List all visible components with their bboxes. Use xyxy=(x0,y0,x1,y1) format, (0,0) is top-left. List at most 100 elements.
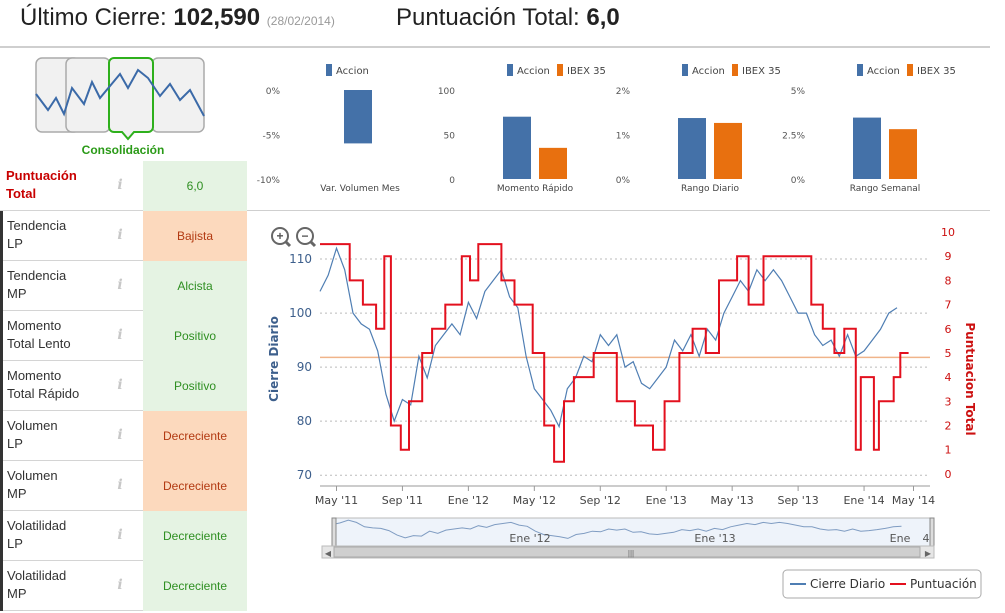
indicator-label-line2: MP xyxy=(7,286,27,301)
y-tick-label: 90 xyxy=(297,360,312,374)
zoom-in-glyph: + xyxy=(276,229,283,243)
mini-legend: Accion IBEX 35 xyxy=(857,64,956,77)
legend-swatch xyxy=(907,64,913,76)
indicator-label: Tendencia LP xyxy=(0,211,143,261)
info-icon[interactable]: i xyxy=(117,577,123,593)
pattern-thumb-selected[interactable] xyxy=(108,57,154,141)
chart-legend[interactable]: Cierre Diario Puntuación xyxy=(782,569,982,599)
header: Último Cierre: 102,590 (28/02/2014) Punt… xyxy=(0,0,990,48)
info-icon[interactable]: i xyxy=(117,477,123,493)
navigator-label: 4 xyxy=(923,532,930,545)
y-tick-label: 100 xyxy=(289,306,312,320)
price-score-chart[interactable]: + − 70 80 90 100 110 0 1 2 3 4 5 6 7 8 9 10 Cierre Diario P… xyxy=(250,212,990,612)
legend-box xyxy=(782,569,982,599)
legend-label-puntuacion: Puntuación xyxy=(910,577,977,591)
legend-swatch xyxy=(732,64,738,76)
indicator-label-line1: Puntuación xyxy=(6,168,77,183)
navigator-left-handle xyxy=(331,517,337,547)
indicator-label: Volatilidad MP xyxy=(0,561,143,611)
legend-swatch xyxy=(326,64,332,76)
y-tick-label: 2% xyxy=(616,87,631,97)
indicator-row: Puntuación Total i 6,0 xyxy=(0,161,247,211)
indicator-row: Momento Total Lento i Positivo xyxy=(0,311,247,361)
y-tick-label: -5% xyxy=(262,132,280,142)
scrollbar-grip: ||| xyxy=(628,549,634,558)
mini-chart-title: Var. Volumen Mes xyxy=(320,184,400,194)
indicator-label-line2: Total Lento xyxy=(7,336,71,351)
y-tick-label: 0 xyxy=(449,176,455,186)
y-tick-label: 0% xyxy=(266,87,281,97)
indicator-label-line1: Momento xyxy=(7,318,62,333)
mini-legend: Accion xyxy=(326,64,369,77)
zoom-out-button[interactable]: − xyxy=(296,227,317,248)
indicator-label: Puntuación Total xyxy=(0,161,143,211)
series-puntuacion xyxy=(320,243,909,463)
mini-chart-title: Rango Diario xyxy=(681,184,740,194)
indicator-label-line1: Volumen xyxy=(7,468,58,483)
indicator-value: 6,0 xyxy=(143,161,247,211)
indicator-row: Volumen LP i Decreciente xyxy=(0,411,247,461)
total-score-label: Puntuación Total: xyxy=(396,4,580,31)
mini-chart: Accion IBEX 35 100 50 0 Momento Rápido xyxy=(438,64,606,194)
info-icon[interactable]: i xyxy=(117,327,123,343)
zoom-in-handle xyxy=(284,240,292,248)
indicator-row: Tendencia MP i Alcista xyxy=(0,261,247,311)
mini-legend: Accion IBEX 35 xyxy=(507,64,606,77)
indicator-label: Volumen MP xyxy=(0,461,143,511)
info-icon[interactable]: i xyxy=(117,377,123,393)
y2-tick-label: 4 xyxy=(945,371,952,384)
bar xyxy=(344,90,372,144)
indicator-value: Decreciente xyxy=(143,461,247,511)
indicator-value: Decreciente xyxy=(143,561,247,611)
info-icon[interactable]: i xyxy=(117,277,123,293)
pattern-thumbnails[interactable] xyxy=(0,52,246,160)
pattern-line xyxy=(35,68,205,117)
y2-tick-label: 2 xyxy=(945,420,952,433)
indicator-label-line1: Volatilidad xyxy=(7,518,67,533)
y2-tick-label: 6 xyxy=(945,323,952,336)
zoom-out-handle xyxy=(309,240,317,248)
indicator-label-line2: Total Rápido xyxy=(7,386,80,401)
indicator-label-line2: Total xyxy=(6,186,37,201)
bar xyxy=(503,116,531,179)
info-icon[interactable]: i xyxy=(117,527,123,543)
info-icon[interactable]: i xyxy=(117,427,123,443)
y-tick-label: 80 xyxy=(297,414,312,428)
info-icon[interactable]: i xyxy=(117,177,123,193)
zoom-in-icon xyxy=(271,227,289,245)
indicator-value: Alcista xyxy=(143,261,247,311)
zoom-out-icon xyxy=(296,227,314,245)
navigator[interactable]: Ene '12 Ene '13 Ene 4 xyxy=(331,517,935,547)
x-tick-label: May '12 xyxy=(513,494,556,507)
legend-label: Accion xyxy=(517,66,550,77)
indicator-row: Volumen MP i Decreciente xyxy=(0,461,247,511)
legend-label: IBEX 35 xyxy=(742,66,781,77)
y-tick-label: -10% xyxy=(257,176,281,186)
indicator-value: Decreciente xyxy=(143,511,247,561)
x-tick-label: Sep '13 xyxy=(777,494,818,507)
x-tick-label: May '11 xyxy=(315,494,358,507)
navigator-scrollbar[interactable]: ||| ◀ ▶ xyxy=(321,545,935,559)
x-tick-label: Ene '14 xyxy=(843,494,884,507)
navigator-right-handle xyxy=(929,517,935,547)
indicator-label: Tendencia MP xyxy=(0,261,143,311)
mini-legend: Accion IBEX 35 xyxy=(682,64,781,77)
y-tick-label: 1% xyxy=(616,132,631,142)
legend-swatch xyxy=(557,64,563,76)
navigator-label: Ene '12 xyxy=(509,532,550,545)
info-icon[interactable]: i xyxy=(117,227,123,243)
indicator-label-line1: Tendencia xyxy=(7,268,67,283)
indicator-value: Positivo xyxy=(143,361,247,411)
mini-chart-title: Rango Semanal xyxy=(850,184,921,194)
indicator-label-line1: Tendencia xyxy=(7,218,67,233)
y2-tick-label: 8 xyxy=(945,274,952,287)
indicator-row: Volatilidad LP i Decreciente xyxy=(0,511,247,561)
last-close: Último Cierre: 102,590 (28/02/2014) xyxy=(20,4,335,32)
indicator-row: Momento Total Rápido i Positivo xyxy=(0,361,247,411)
scroll-left-arrow: ◀ xyxy=(325,549,332,558)
indicator-label-line2: LP xyxy=(7,236,23,251)
zoom-in-button[interactable]: + xyxy=(271,227,292,248)
legend-swatch xyxy=(682,64,688,76)
legend-label: Accion xyxy=(867,66,900,77)
mini-bar-charts: Accion 0% -5% -10% Var. Volumen Mes Accion IBE… xyxy=(257,64,956,194)
